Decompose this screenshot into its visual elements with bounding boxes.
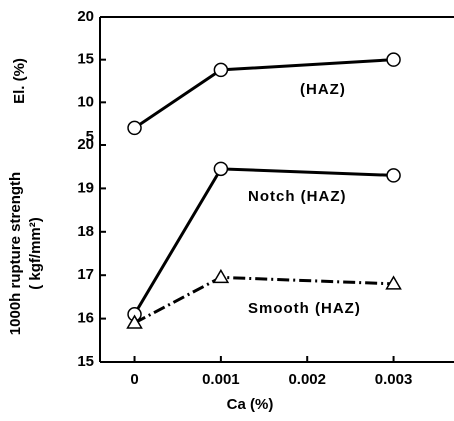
y-tick-label: 15 xyxy=(77,353,94,370)
x-tick-label: 0 xyxy=(130,371,138,388)
marker xyxy=(386,52,401,67)
y-tick-label: 19 xyxy=(77,179,94,196)
series-line xyxy=(133,58,394,130)
x-tick-label: 0.002 xyxy=(288,371,326,388)
marker xyxy=(212,268,230,284)
marker xyxy=(213,161,229,177)
marker xyxy=(213,62,229,78)
y-axis-label: 1000h rupture strength xyxy=(7,172,24,335)
y-tick-label: 20 xyxy=(77,8,94,25)
y-tick-label: 5 xyxy=(86,128,94,145)
series-label: (HAZ) xyxy=(300,81,346,98)
y-axis-label: ( kgf/mm²) xyxy=(27,217,44,290)
marker xyxy=(127,120,142,136)
marker xyxy=(126,314,143,329)
marker xyxy=(386,168,401,183)
y-axis-label: El. (%) xyxy=(11,58,28,104)
y-tick-label: 16 xyxy=(77,310,94,327)
series-label: Notch (HAZ) xyxy=(248,188,346,205)
marker xyxy=(385,275,402,290)
x-tick-label: 0.001 xyxy=(202,371,240,388)
y-tick-label: 15 xyxy=(77,51,94,68)
y-tick-label: 20 xyxy=(77,136,94,153)
y-tick-label: 17 xyxy=(77,266,94,283)
x-axis-label: Ca (%) xyxy=(227,396,274,413)
x-tick-label: 0.003 xyxy=(375,371,413,388)
y-tick-label: 10 xyxy=(77,93,94,110)
y-tick-label: 18 xyxy=(77,223,94,240)
series-label: Smooth (HAZ) xyxy=(248,300,361,317)
